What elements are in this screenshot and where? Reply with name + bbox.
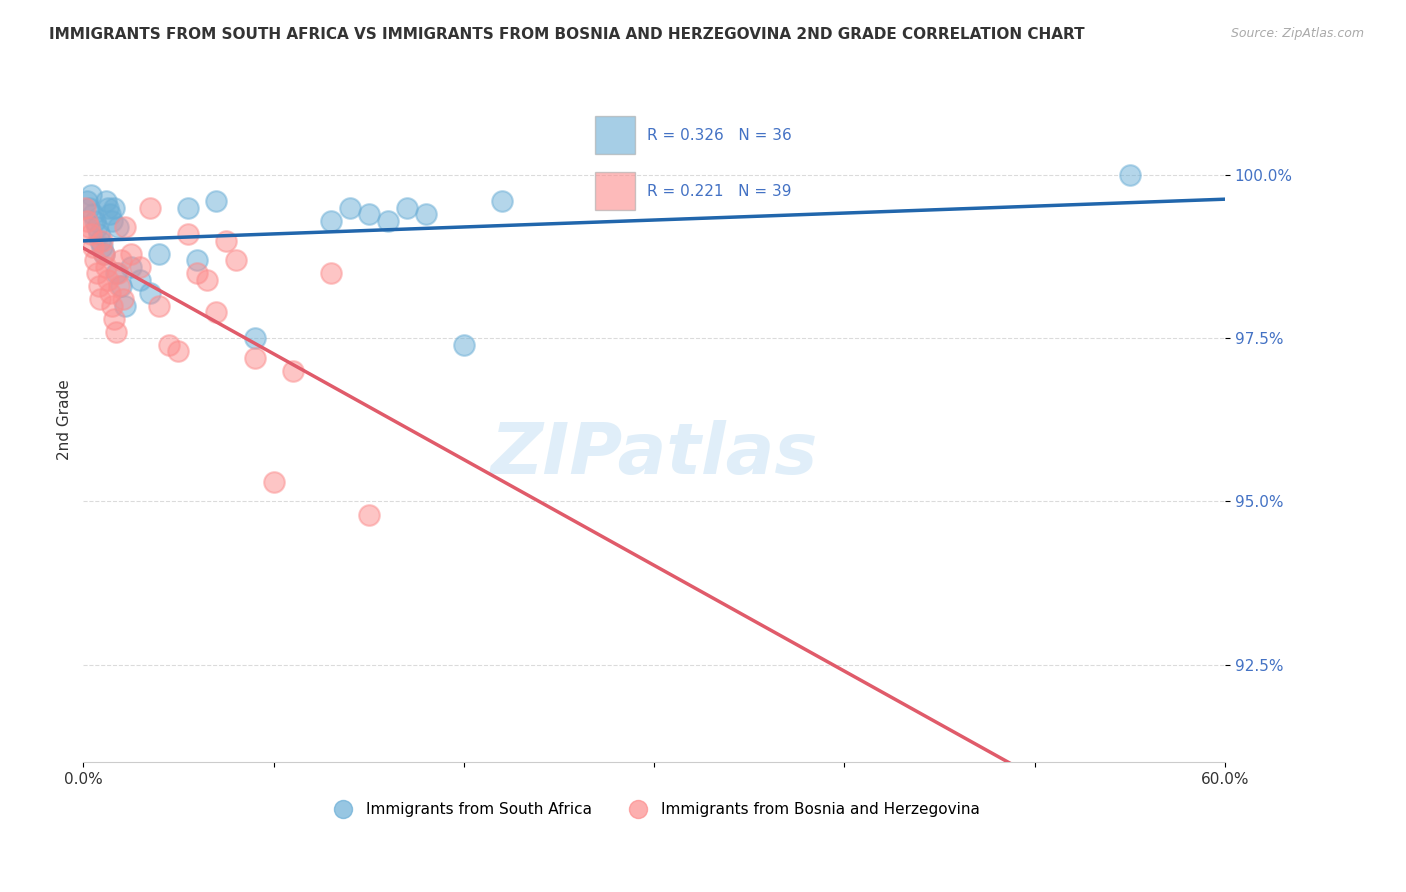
Point	[205, 194, 228, 209]
Point	[319, 266, 342, 280]
Point	[415, 207, 437, 221]
Point	[77, 201, 100, 215]
Point	[89, 234, 111, 248]
Point	[186, 266, 208, 280]
Point	[110, 253, 132, 268]
Point	[75, 201, 97, 215]
Point	[87, 279, 110, 293]
Point	[205, 305, 228, 319]
Point	[83, 214, 105, 228]
Legend: Immigrants from South Africa, Immigrants from Bosnia and Herzegovina: Immigrants from South Africa, Immigrants…	[322, 796, 986, 823]
Point	[129, 273, 152, 287]
Point	[76, 194, 98, 209]
Y-axis label: 2nd Grade: 2nd Grade	[58, 380, 72, 460]
Point	[148, 299, 170, 313]
Point	[104, 266, 127, 280]
Point	[93, 246, 115, 260]
Point	[86, 266, 108, 280]
Point	[339, 201, 361, 215]
Point	[120, 246, 142, 260]
Point	[82, 240, 104, 254]
Point	[357, 508, 380, 522]
Point	[215, 234, 238, 248]
Point	[89, 292, 111, 306]
Point	[82, 207, 104, 221]
Text: IMMIGRANTS FROM SOUTH AFRICA VS IMMIGRANTS FROM BOSNIA AND HERZEGOVINA 2ND GRADE: IMMIGRANTS FROM SOUTH AFRICA VS IMMIGRAN…	[49, 27, 1085, 42]
Point	[112, 292, 135, 306]
Point	[263, 475, 285, 489]
Point	[103, 201, 125, 215]
Point	[87, 227, 110, 241]
Point	[129, 260, 152, 274]
Point	[107, 266, 129, 280]
Point	[114, 299, 136, 313]
Point	[281, 364, 304, 378]
Point	[195, 273, 218, 287]
Point	[80, 187, 103, 202]
Point	[177, 201, 200, 215]
Point	[94, 260, 117, 274]
Point	[120, 260, 142, 274]
Point	[77, 220, 100, 235]
Point	[103, 311, 125, 326]
Point	[453, 338, 475, 352]
Point	[186, 253, 208, 268]
Point	[377, 214, 399, 228]
Point	[243, 351, 266, 365]
Point	[395, 201, 418, 215]
Point	[80, 227, 103, 241]
Point	[101, 214, 124, 228]
Point	[139, 285, 162, 300]
Point	[167, 344, 190, 359]
Point	[98, 207, 121, 221]
Point	[94, 194, 117, 209]
Point	[108, 279, 131, 293]
Point	[177, 227, 200, 241]
Point	[93, 246, 115, 260]
Point	[107, 220, 129, 235]
Point	[91, 234, 114, 248]
Point	[104, 325, 127, 339]
Point	[114, 220, 136, 235]
Point	[110, 279, 132, 293]
Point	[83, 253, 105, 268]
Point	[243, 331, 266, 345]
Text: ZIPatlas: ZIPatlas	[491, 420, 818, 489]
Point	[97, 201, 120, 215]
Point	[148, 246, 170, 260]
Point	[319, 214, 342, 228]
Point	[491, 194, 513, 209]
Point	[101, 299, 124, 313]
Point	[157, 338, 180, 352]
Point	[91, 240, 114, 254]
Point	[224, 253, 246, 268]
Text: Source: ZipAtlas.com: Source: ZipAtlas.com	[1230, 27, 1364, 40]
Point	[1119, 169, 1142, 183]
Point	[86, 220, 108, 235]
Point	[357, 207, 380, 221]
Point	[97, 273, 120, 287]
Point	[98, 285, 121, 300]
Point	[139, 201, 162, 215]
Point	[76, 214, 98, 228]
